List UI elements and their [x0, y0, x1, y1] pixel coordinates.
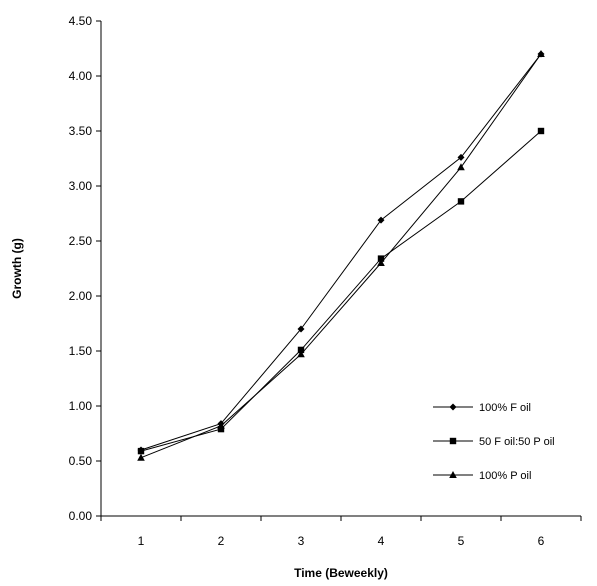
- data-point-square: [217, 425, 225, 433]
- legend-label: 100% P oil: [479, 470, 531, 482]
- legend-item: 100% F oil: [433, 402, 531, 414]
- data-point-triangle: [537, 50, 545, 57]
- y-axis-title: Growth (g): [10, 238, 24, 299]
- series-layer: [137, 50, 545, 461]
- data-point-triangle: [457, 163, 465, 171]
- data-point-square: [137, 447, 145, 455]
- data-point-square: [537, 127, 545, 135]
- data-point-triangle: [377, 259, 385, 266]
- data-point-diamond: [457, 153, 465, 161]
- x-tick-label: 1: [138, 534, 145, 548]
- data-point-square: [297, 346, 305, 354]
- data-point-square: [377, 255, 385, 262]
- legend-marker-square: [449, 437, 457, 445]
- data-point-triangle: [137, 453, 145, 461]
- y-tick-label: 1.00: [69, 399, 93, 413]
- legend-label: 100% F oil: [479, 402, 531, 414]
- series-square: [137, 127, 545, 455]
- series-line: [140, 130, 542, 452]
- y-ticks: 0.00 0.50 1.00 1.50 2.00 2.50 3.00 3.50 4.00 4.50: [69, 14, 101, 523]
- x-tick-label: 6: [538, 534, 545, 548]
- x-tick-label: 4: [378, 534, 385, 548]
- x-axis-title: Time (Beweekly): [294, 566, 388, 580]
- y-tick-label: 4.50: [69, 14, 93, 28]
- legend-item: 50 F oil:50 P oil: [433, 436, 555, 448]
- series-triangle: [137, 50, 545, 461]
- y-tick-label: 0.50: [69, 454, 93, 468]
- x-tick-label: 3: [298, 534, 305, 548]
- x-ticks: 1 2 3 4 5 6: [100, 516, 582, 548]
- legend: 100% F oil 50 F oil:50 P oil 100% P oil: [433, 402, 555, 482]
- data-point-triangle: [297, 350, 305, 358]
- x-tick-label: 5: [458, 534, 465, 548]
- data-point-diamond: [297, 325, 305, 333]
- y-tick-label: 3.00: [69, 179, 93, 193]
- data-point-diamond: [377, 216, 385, 224]
- legend-marker-triangle: [449, 471, 457, 478]
- y-tick-label: 2.00: [69, 289, 93, 303]
- legend-marker-diamond: [449, 403, 457, 411]
- legend-label: 50 F oil:50 P oil: [479, 436, 555, 448]
- legend-item: 100% P oil: [433, 470, 531, 482]
- series-diamond: [137, 50, 545, 454]
- data-point-triangle: [217, 421, 225, 429]
- y-tick-label: 4.00: [69, 69, 93, 83]
- x-tick-label: 2: [218, 534, 225, 548]
- y-tick-label: 2.50: [69, 234, 93, 248]
- series-line: [140, 53, 542, 459]
- series-line: [140, 53, 542, 451]
- y-tick-label: 0.00: [69, 509, 93, 523]
- data-point-square: [457, 198, 465, 205]
- y-tick-label: 3.50: [69, 124, 93, 138]
- y-tick-label: 1.50: [69, 344, 93, 358]
